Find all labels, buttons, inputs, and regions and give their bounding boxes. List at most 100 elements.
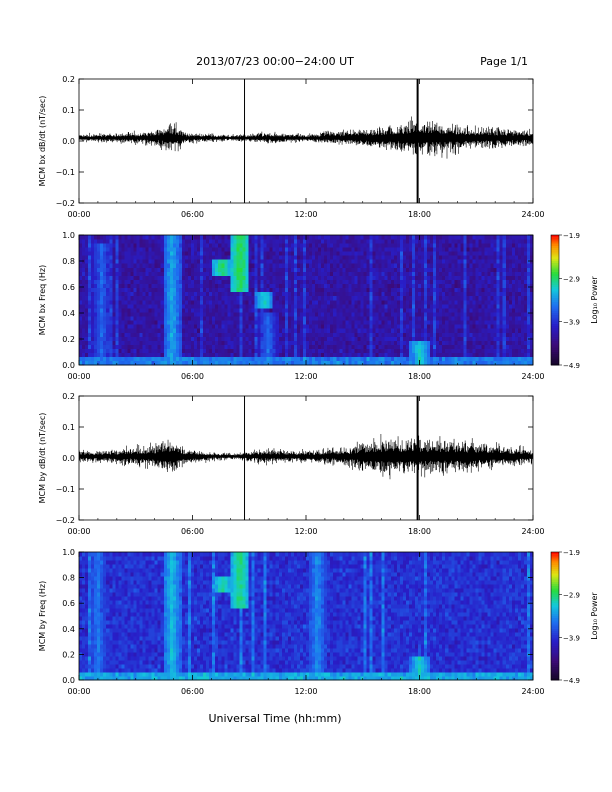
spectrogram-cell bbox=[490, 247, 494, 252]
spectrogram-cell bbox=[284, 308, 289, 313]
spectrogram-cell bbox=[387, 283, 392, 289]
spectrogram-cell bbox=[318, 239, 322, 244]
spectrogram-cell bbox=[100, 332, 104, 337]
spectrogram-cell bbox=[290, 320, 295, 325]
spectrogram-cell bbox=[520, 356, 525, 362]
spectrogram-cell bbox=[306, 235, 310, 240]
spectrogram-cell bbox=[130, 348, 134, 354]
spectrogram-cell bbox=[502, 287, 507, 293]
spectrogram-cell bbox=[215, 267, 219, 272]
spectrogram-cell bbox=[327, 259, 331, 264]
x-tick-label: 24:00 bbox=[521, 372, 544, 381]
spectrogram-cell bbox=[493, 239, 497, 244]
spectrogram-cell bbox=[136, 356, 140, 362]
spectrogram-cell bbox=[312, 348, 316, 354]
colorbar-swatch bbox=[551, 323, 559, 327]
spectrogram-cell bbox=[327, 324, 331, 329]
spectrogram-cell bbox=[457, 360, 461, 366]
spectrogram-cell bbox=[148, 356, 152, 362]
spectrogram-cell bbox=[136, 348, 140, 354]
spectrogram-cell bbox=[260, 247, 264, 252]
spectrogram-cell bbox=[481, 332, 485, 337]
spectrogram-cell bbox=[178, 304, 183, 309]
spectrogram-cell bbox=[166, 291, 171, 297]
spectrogram-cell bbox=[224, 320, 228, 325]
spectrogram-cell bbox=[239, 320, 243, 325]
spectrogram-cell bbox=[109, 239, 113, 244]
spectrogram-cell bbox=[281, 340, 286, 345]
spectrogram-cell bbox=[293, 267, 298, 272]
spectrogram-cell bbox=[520, 275, 525, 280]
spectrogram-cell bbox=[260, 259, 264, 264]
spectrogram-cell bbox=[357, 271, 361, 276]
spectrogram-cell bbox=[369, 332, 373, 337]
spectrogram-cell bbox=[499, 356, 504, 362]
spectrogram-cell bbox=[502, 328, 507, 333]
spectrogram-cell bbox=[448, 316, 452, 321]
spectrogram-cell bbox=[212, 332, 216, 337]
spectrogram-cell bbox=[97, 328, 101, 333]
spectrogram-cell bbox=[148, 304, 152, 309]
spectrogram-cell bbox=[79, 328, 83, 333]
spectrogram-cell bbox=[324, 235, 328, 240]
spectrogram-cell bbox=[91, 316, 95, 321]
spectrogram-cell bbox=[508, 320, 513, 325]
spectrogram-cell bbox=[230, 320, 234, 325]
spectrogram-cell bbox=[463, 271, 467, 276]
spectrogram-cell bbox=[260, 308, 264, 313]
spectrogram-cell bbox=[136, 320, 140, 325]
spectrogram-cell bbox=[520, 340, 525, 345]
spectrogram-cell bbox=[399, 344, 404, 350]
spectrogram-cell bbox=[97, 255, 101, 260]
spectrogram-cell bbox=[487, 312, 491, 317]
spectrogram-cell bbox=[302, 360, 307, 366]
spectrogram-cell bbox=[430, 352, 434, 358]
spectrogram-cell bbox=[466, 263, 470, 268]
spectrogram-cell bbox=[218, 340, 222, 345]
spectrogram-cell bbox=[405, 259, 410, 264]
spectrogram-cell bbox=[318, 263, 322, 268]
spectrogram-cell bbox=[281, 352, 286, 358]
spectrogram-cell bbox=[421, 295, 425, 301]
spectrogram-cell bbox=[354, 247, 358, 252]
spectrogram-cell bbox=[100, 287, 104, 293]
spectrogram-cell bbox=[136, 287, 140, 293]
spectrogram-cell bbox=[324, 304, 328, 309]
spectrogram-cell bbox=[257, 332, 261, 337]
spectrogram-cell bbox=[454, 267, 458, 272]
spectrogram-cell bbox=[278, 235, 283, 240]
spectrogram-cell bbox=[275, 243, 280, 248]
spectrogram-cell bbox=[457, 300, 461, 305]
spectrogram-cell bbox=[230, 344, 234, 350]
spectrogram-cell bbox=[109, 324, 113, 329]
spectrogram-cell bbox=[520, 255, 525, 260]
spectrogram-cell bbox=[197, 312, 201, 317]
colorbar-swatch bbox=[551, 235, 559, 238]
spectrogram-cell bbox=[357, 352, 361, 358]
spectrogram-cell bbox=[166, 287, 171, 293]
spectrogram-cell bbox=[139, 360, 143, 366]
spectrogram-cell bbox=[181, 348, 186, 354]
spectrogram-cell bbox=[209, 283, 213, 289]
spectrogram-cell bbox=[206, 271, 210, 276]
spectrogram-cell bbox=[194, 356, 198, 362]
spectrogram-cell bbox=[309, 300, 313, 305]
spectrogram-cell bbox=[402, 243, 407, 248]
spectrogram-cell bbox=[442, 263, 446, 268]
spectrogram-cell bbox=[245, 243, 249, 248]
spectrogram-cell bbox=[281, 328, 286, 333]
spectrogram-cell bbox=[411, 287, 416, 293]
spectrogram-cell bbox=[190, 332, 195, 337]
spectrogram-cell bbox=[197, 283, 201, 289]
spectrogram-cell bbox=[142, 247, 146, 252]
spectrogram-cell bbox=[212, 328, 216, 333]
spectrogram-cell bbox=[421, 243, 425, 248]
spectrogram-cell bbox=[281, 251, 286, 256]
spectrogram-cell bbox=[251, 239, 255, 244]
spectrogram-cell bbox=[284, 300, 289, 305]
spectrogram-cell bbox=[463, 332, 467, 337]
spectrogram-cell bbox=[139, 247, 143, 252]
spectrogram-cell bbox=[163, 247, 168, 252]
colorbar-swatch bbox=[551, 302, 559, 305]
spectrogram-cell bbox=[163, 332, 168, 337]
